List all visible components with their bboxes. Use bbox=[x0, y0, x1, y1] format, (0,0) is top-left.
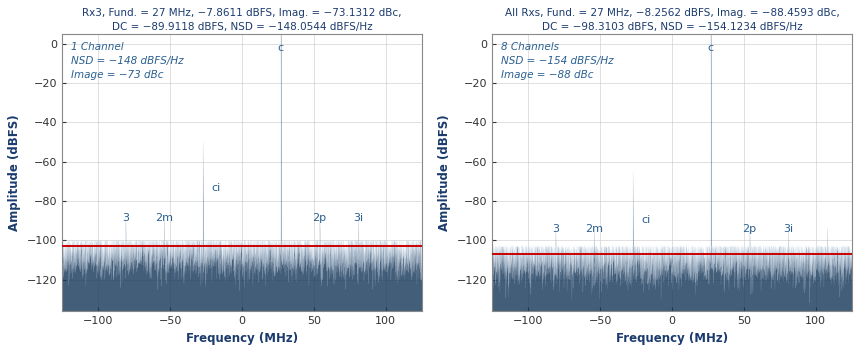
Text: 3i: 3i bbox=[783, 225, 794, 234]
X-axis label: Frequency (MHz): Frequency (MHz) bbox=[186, 332, 298, 345]
Text: c: c bbox=[708, 43, 714, 53]
Text: 8 Channels
NSD = −154 dBFS/Hz
Image = −88 dBc: 8 Channels NSD = −154 dBFS/Hz Image = −8… bbox=[501, 42, 614, 80]
Text: 2p: 2p bbox=[312, 213, 327, 223]
Text: ci: ci bbox=[212, 183, 221, 193]
Text: 2p: 2p bbox=[742, 225, 757, 234]
Y-axis label: Amplitude (dBFS): Amplitude (dBFS) bbox=[439, 114, 452, 231]
Text: 2m: 2m bbox=[586, 225, 604, 234]
Text: 3: 3 bbox=[122, 213, 129, 223]
Text: 3: 3 bbox=[552, 225, 559, 234]
Title: Rx3, Fund. = 27 MHz, −7.8611 dBFS, Imag. = −73.1312 dBc,
DC = −89.9118 dBFS, NSD: Rx3, Fund. = 27 MHz, −7.8611 dBFS, Imag.… bbox=[83, 8, 402, 31]
Text: 1 Channel
NSD = −148 dBFS/Hz
Image = −73 dBc: 1 Channel NSD = −148 dBFS/Hz Image = −73… bbox=[71, 42, 184, 80]
Text: 2m: 2m bbox=[156, 213, 174, 223]
Text: 3i: 3i bbox=[353, 213, 364, 223]
X-axis label: Frequency (MHz): Frequency (MHz) bbox=[616, 332, 728, 345]
Title: All Rxs, Fund. = 27 MHz, −8.2562 dBFS, Imag. = −88.4593 dBc,
DC = −98.3103 dBFS,: All Rxs, Fund. = 27 MHz, −8.2562 dBFS, I… bbox=[505, 8, 839, 31]
Y-axis label: Amplitude (dBFS): Amplitude (dBFS) bbox=[9, 114, 22, 231]
Text: ci: ci bbox=[642, 215, 651, 225]
Text: c: c bbox=[278, 43, 284, 53]
